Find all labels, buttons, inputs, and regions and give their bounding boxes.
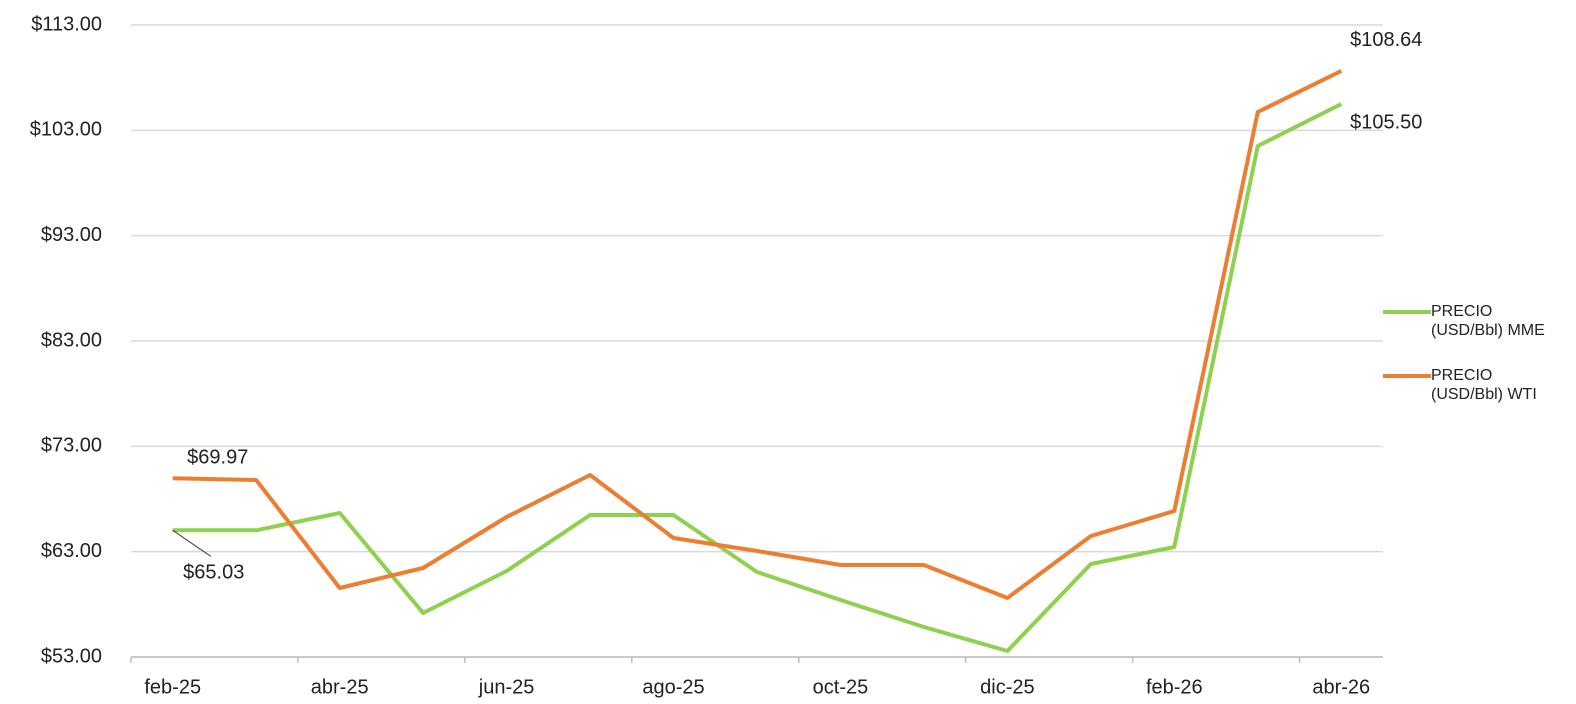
legend-item: PRECIO (USD/Bbl) WTI [1383, 366, 1563, 404]
x-tick-label: dic-25 [980, 676, 1034, 698]
y-tick-label: $83.00 [41, 329, 102, 351]
data-label: $65.03 [183, 562, 244, 584]
x-tick-label: abr-25 [311, 676, 369, 698]
y-tick-label: $93.00 [41, 224, 102, 246]
y-tick-label: $113.00 [31, 13, 102, 35]
series-line [172, 102, 1343, 653]
data-label: $108.64 [1350, 29, 1422, 51]
legend-label: PRECIO (USD/Bbl) WTI [1431, 367, 1537, 403]
x-tick-label: oct-25 [813, 676, 869, 698]
y-tick-label: $73.00 [41, 435, 102, 457]
x-tick-label: ago-25 [642, 676, 704, 698]
leader-line [172, 529, 212, 557]
legend-swatch [1383, 374, 1431, 378]
x-tick-label: abr-26 [1312, 676, 1370, 698]
data-label: $105.50 [1350, 111, 1422, 133]
series-line [172, 69, 1343, 600]
x-tick-label: feb-26 [1146, 676, 1203, 698]
x-tick-label: feb-25 [144, 676, 201, 698]
legend-label: PRECIO (USD/Bbl) MME [1431, 303, 1545, 339]
y-tick-label: $53.00 [41, 645, 102, 667]
legend-item: PRECIO (USD/Bbl) MME [1383, 302, 1563, 340]
x-tick-label: jun-25 [478, 676, 535, 698]
legend-swatch [1383, 310, 1431, 314]
y-tick-label: $63.00 [41, 540, 102, 562]
y-tick-label: $103.00 [30, 119, 102, 141]
data-label: $69.97 [187, 447, 248, 469]
